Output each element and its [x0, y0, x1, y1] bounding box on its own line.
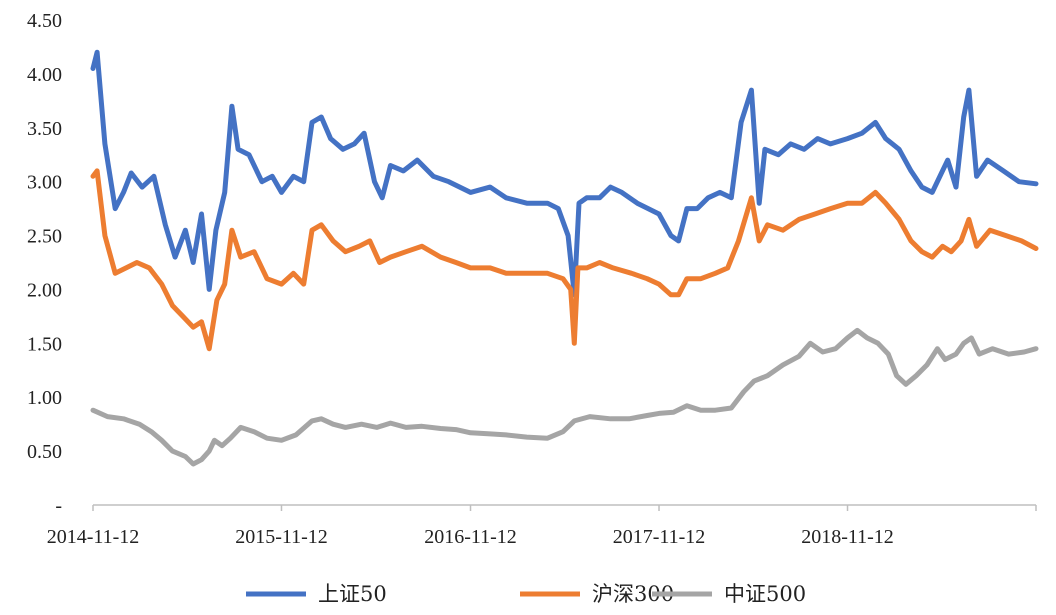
x-tick-label: 2018-11-12 — [801, 526, 894, 548]
y-axis: - 0.50 1.00 1.50 2.00 2.50 3.00 3.50 4.00 4.50 — [27, 10, 62, 517]
y-tick-label: 1.00 — [27, 387, 62, 409]
x-tick-label: 2014-11-12 — [47, 526, 140, 548]
series-line-3 — [90, 327, 1039, 467]
x-tick-label: 2016-11-12 — [424, 526, 517, 548]
y-tick-label: 4.00 — [27, 64, 62, 86]
y-tick-label: 3.50 — [27, 118, 62, 140]
y-tick-label: 3.00 — [27, 172, 62, 194]
series-layer — [90, 49, 1039, 467]
legend: 上证50 沪深300 中证500 — [246, 582, 806, 606]
series-line-2 — [90, 168, 1039, 352]
y-tick-label: 1.50 — [27, 333, 62, 355]
legend-label: 上证50 — [318, 582, 387, 606]
x-tick-label: 2015-11-12 — [235, 526, 328, 548]
x-tick-label: 2017-11-12 — [613, 526, 706, 548]
series-line-1 — [90, 49, 1039, 298]
y-tick-label: 2.50 — [27, 226, 62, 248]
x-axis: 2014-11-12 2015-11-12 2016-11-12 2017-11-12… — [47, 504, 1037, 548]
y-tick-label: 2.00 — [27, 279, 62, 301]
y-tick-label: 4.50 — [27, 10, 62, 32]
y-tick-label: 0.50 — [27, 441, 62, 463]
y-tick-label: - — [55, 495, 62, 517]
legend-label: 中证500 — [724, 582, 806, 606]
